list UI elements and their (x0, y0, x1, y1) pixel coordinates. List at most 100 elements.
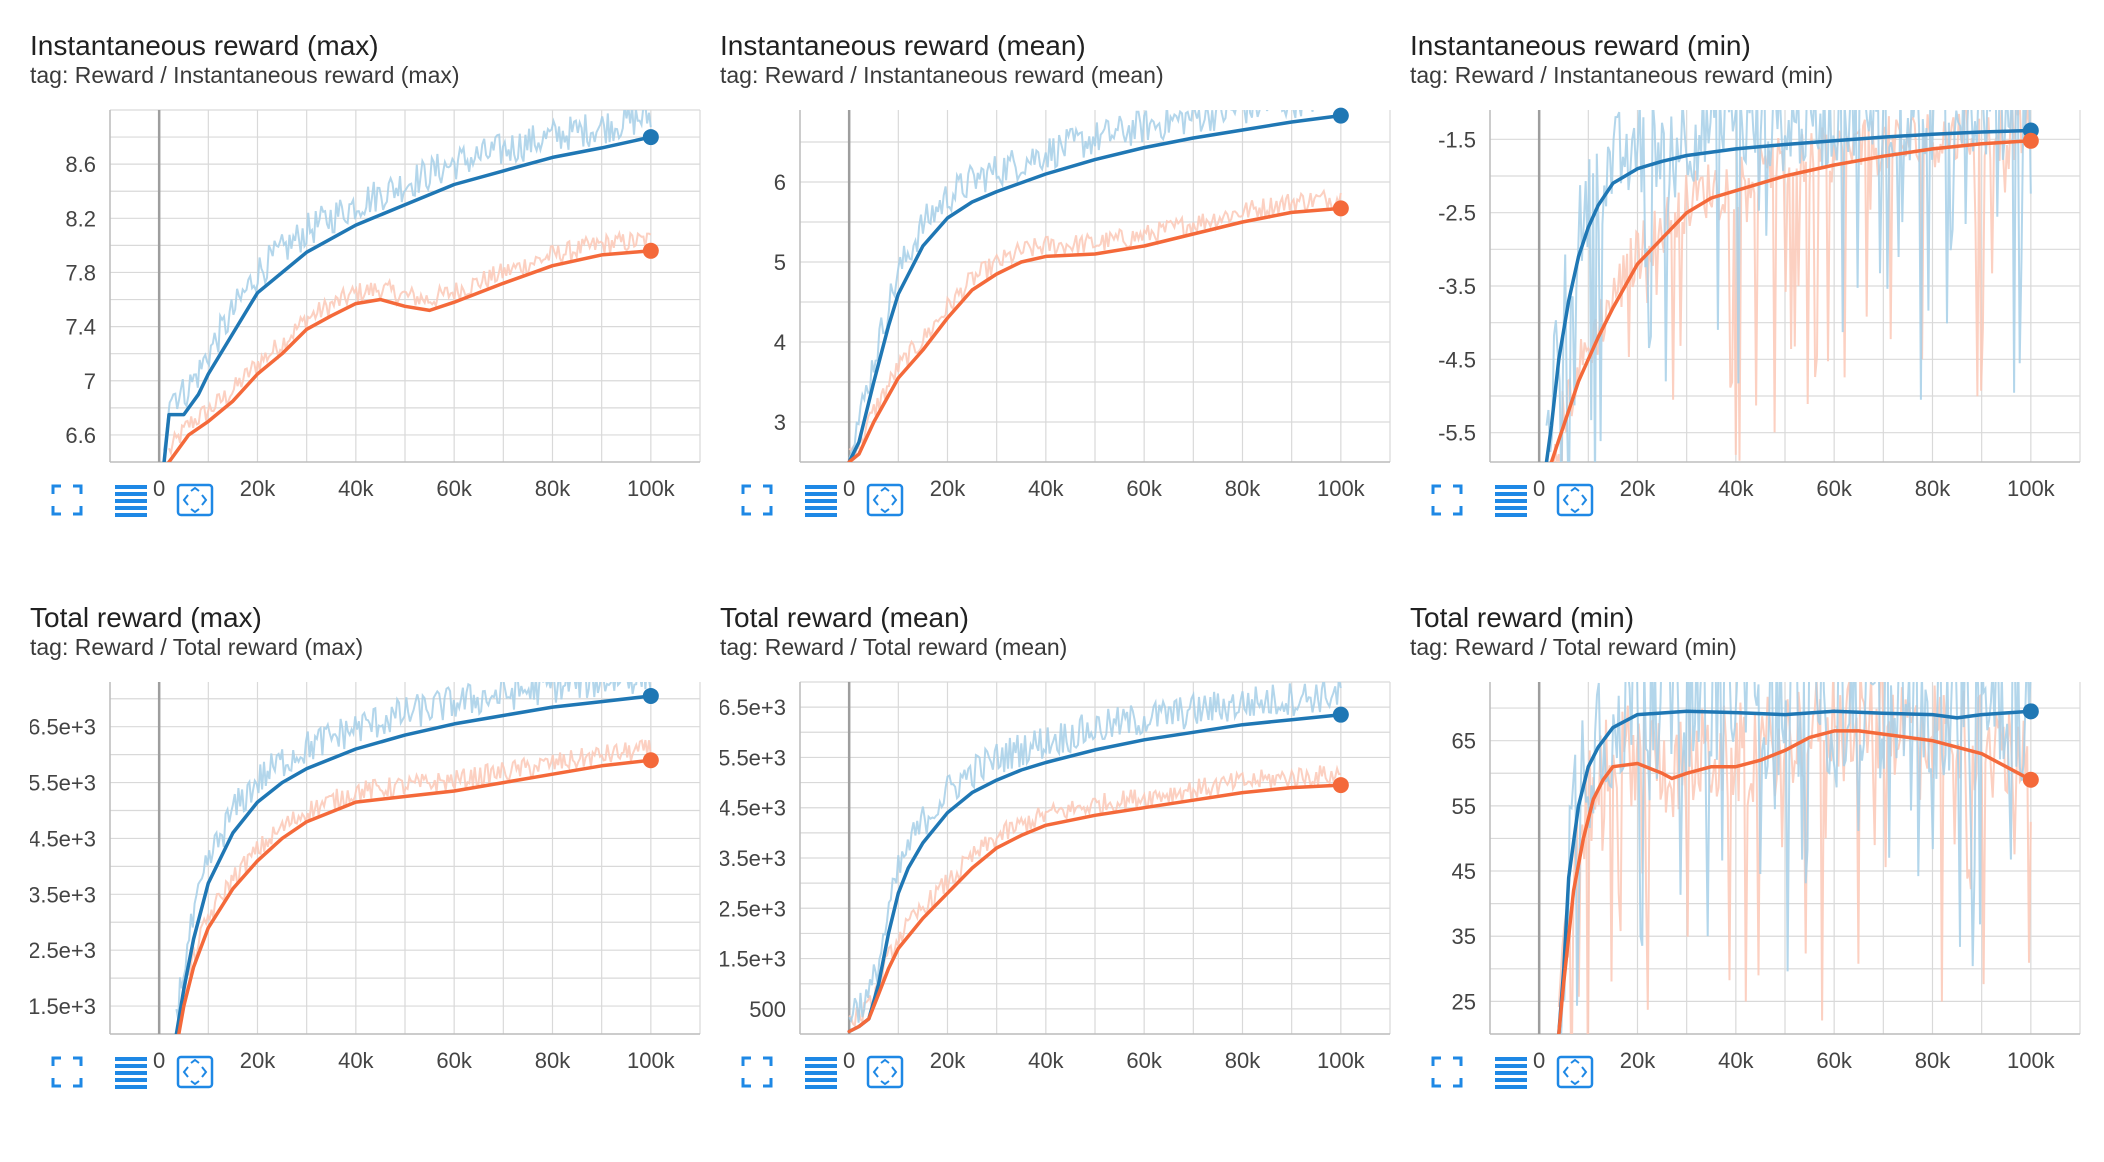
series-end-marker[interactable] (642, 687, 659, 704)
series-line (1557, 729, 2033, 1034)
y-tick-label: 25 (1452, 989, 1476, 1014)
line-chart[interactable]: 0 20k 40k 60k 80k 100k 1.5e+3 2.5e+3 3.5e+3 4.5e+… (30, 672, 710, 1112)
fit-domain-icon (866, 483, 904, 517)
chart-title: Instantaneous reward (mean) (720, 30, 1086, 61)
x-tick-label: 0 (1533, 1048, 1545, 1073)
y-tick-label: 3.5e+3 (720, 846, 786, 871)
x-tick-label: 60k (1126, 1048, 1162, 1073)
data-table-icon (1495, 485, 1527, 517)
y-tick-label: 7 (84, 369, 96, 394)
x-tick-label: 0 (153, 476, 165, 501)
x-tick-label: 100k (1317, 1048, 1366, 1073)
line-chart[interactable]: 0 20k 40k 60k 80k 100k 25 35 45 55 65 (1410, 672, 2090, 1112)
raw-series-line (175, 682, 652, 1020)
grid (109, 109, 701, 462)
fullscreen-button[interactable] (45, 478, 89, 522)
x-tick-label: 40k (338, 476, 374, 501)
fit-domain-button[interactable] (173, 1050, 217, 1094)
series-end-marker[interactable] (2022, 771, 2039, 788)
chart-title: Total reward (min) (1410, 602, 1635, 633)
chart-tag: tag: Reward / Total reward (min) (1410, 634, 1737, 660)
show-data-button[interactable] (109, 478, 153, 522)
fit-domain-button[interactable] (1553, 478, 1597, 522)
series-end-marker[interactable] (642, 752, 659, 769)
chart-tag: tag: Reward / Instantaneous reward (mean… (720, 62, 1164, 88)
fullscreen-button[interactable] (1425, 1050, 1469, 1094)
series-end-marker[interactable] (642, 242, 659, 259)
data-table-icon (115, 485, 147, 517)
fullscreen-button[interactable] (735, 478, 779, 522)
series-line (162, 135, 653, 462)
x-tick-label: 20k (1620, 476, 1656, 501)
plot-area (847, 682, 1343, 1034)
line-chart[interactable]: 0 20k 40k 60k 80k 100k 3 4 5 6 (720, 100, 1400, 540)
x-tick-label: 40k (1028, 476, 1064, 501)
series-end-marker[interactable] (2022, 132, 2039, 149)
y-tick-label: -4.5 (1438, 347, 1476, 372)
fit-domain-icon (866, 1055, 904, 1089)
fullscreen-button[interactable] (1425, 478, 1469, 522)
x-tick-label: 60k (1816, 476, 1852, 501)
y-tick-label: 5 (774, 250, 786, 275)
show-data-button[interactable] (1489, 478, 1533, 522)
y-tick-label: 6.5e+3 (30, 715, 96, 740)
chart-toolbar (1425, 478, 1625, 524)
y-tick-label: 4.5e+3 (720, 796, 786, 821)
x-tick-label: 0 (843, 1048, 855, 1073)
chart-toolbar (735, 1050, 935, 1096)
series-end-marker[interactable] (2022, 703, 2039, 720)
y-tick-label: 7.8 (65, 260, 96, 285)
x-tick-label: 40k (1718, 1048, 1754, 1073)
x-tick-label: 80k (535, 476, 571, 501)
series-end-marker[interactable] (642, 129, 659, 146)
x-tick-label: 0 (1533, 476, 1545, 501)
series-end-marker[interactable] (1332, 107, 1349, 124)
show-data-button[interactable] (1489, 1050, 1533, 1094)
fullscreen-icon (1431, 484, 1463, 516)
y-tick-label: 3 (774, 410, 786, 435)
fit-domain-button[interactable] (863, 1050, 907, 1094)
chart-card: Instantaneous reward (max) tag: Reward / … (30, 30, 720, 590)
line-chart[interactable]: 0 20k 40k 60k 80k 100k -5.5 -4.5 -3.5 -2.5 -1.5 (1410, 100, 2090, 540)
y-tick-label: -3.5 (1438, 274, 1476, 299)
x-tick-label: 80k (1225, 476, 1261, 501)
y-tick-label: 3.5e+3 (30, 882, 96, 907)
series-line (1557, 709, 2033, 1034)
show-data-button[interactable] (799, 478, 843, 522)
data-table-icon (1495, 1057, 1527, 1089)
raw-series-line (168, 229, 652, 457)
fullscreen-icon (51, 1056, 83, 1088)
fit-domain-button[interactable] (863, 478, 907, 522)
y-tick-label: 2.5e+3 (30, 938, 96, 963)
x-tick-label: 100k (2007, 1048, 2056, 1073)
series-line (1549, 139, 2033, 462)
fullscreen-button[interactable] (735, 1050, 779, 1094)
y-tick-label: 6.6 (65, 423, 96, 448)
series-end-marker[interactable] (1332, 200, 1349, 217)
fit-domain-icon (1556, 1055, 1594, 1089)
x-tick-label: 80k (535, 1048, 571, 1073)
x-tick-label: 60k (436, 1048, 472, 1073)
fullscreen-button[interactable] (45, 1050, 89, 1094)
x-tick-label: 20k (930, 1048, 966, 1073)
series-end-marker[interactable] (1332, 777, 1349, 794)
show-data-button[interactable] (799, 1050, 843, 1094)
y-tick-label: 1.5e+3 (720, 947, 786, 972)
series-line (174, 694, 653, 1034)
raw-series-line (848, 110, 1338, 459)
line-chart[interactable]: 0 20k 40k 60k 80k 100k 6.6 7 7.4 7.8 8.2 8.6 (30, 100, 710, 540)
y-tick-label: 55 (1452, 794, 1476, 819)
fit-domain-button[interactable] (173, 478, 217, 522)
chart-title: Total reward (mean) (720, 602, 969, 633)
plot-area (1557, 682, 2033, 1034)
y-tick-label: 5.5e+3 (720, 745, 786, 770)
y-tick-label: 5.5e+3 (30, 771, 96, 796)
series-end-marker[interactable] (1332, 706, 1349, 723)
y-tick-label: 35 (1452, 924, 1476, 949)
fit-domain-button[interactable] (1553, 1050, 1597, 1094)
show-data-button[interactable] (109, 1050, 153, 1094)
y-tick-label: 4.5e+3 (30, 826, 96, 851)
y-tick-label: 45 (1452, 859, 1476, 884)
line-chart[interactable]: 0 20k 40k 60k 80k 100k 500 1.5e+3 2.5e+3 3.5e+3 4.… (720, 672, 1400, 1112)
y-tick-label: -1.5 (1438, 127, 1476, 152)
